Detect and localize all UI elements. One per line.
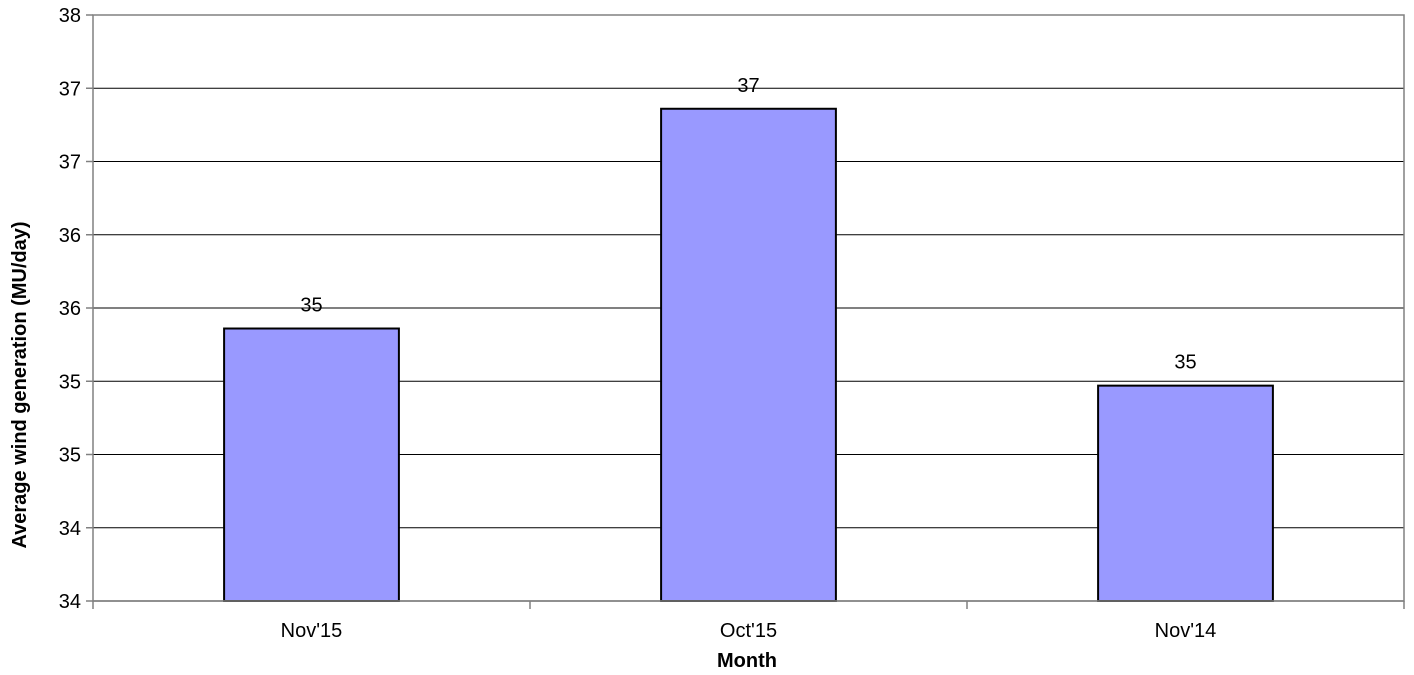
y-tick-label: 35 [59, 445, 81, 467]
x-tick-label: Oct'15 [720, 620, 777, 642]
bar [660, 107, 837, 602]
y-axis: 34 34 35 35 36 36 37 37 38 [59, 5, 93, 613]
bar [1097, 384, 1274, 602]
y-axis-title: Average wind generation (MU/day) [9, 221, 31, 548]
y-tick-label: 36 [59, 298, 81, 320]
bar-data-label: 35 [1174, 352, 1196, 374]
y-tick-label: 38 [59, 5, 81, 27]
bar-data-label: 37 [737, 75, 759, 97]
y-tick-label: 37 [59, 78, 81, 100]
x-axis: Nov'15 Oct'15 Nov'14 [92, 600, 1405, 642]
bar [223, 327, 400, 602]
x-axis-title: Month [717, 650, 777, 672]
bar-data-label: 35 [300, 295, 322, 317]
data-labels: 35 37 35 [300, 75, 1196, 374]
x-tick-label: Nov'15 [281, 620, 343, 642]
y-tick-label: 36 [59, 225, 81, 247]
y-tick-label: 34 [59, 591, 81, 613]
bars [223, 107, 1274, 602]
y-tick-label: 35 [59, 371, 81, 393]
y-tick-label: 37 [59, 152, 81, 174]
x-tick-label: Nov'14 [1155, 620, 1217, 642]
y-tick-label: 34 [59, 518, 81, 540]
